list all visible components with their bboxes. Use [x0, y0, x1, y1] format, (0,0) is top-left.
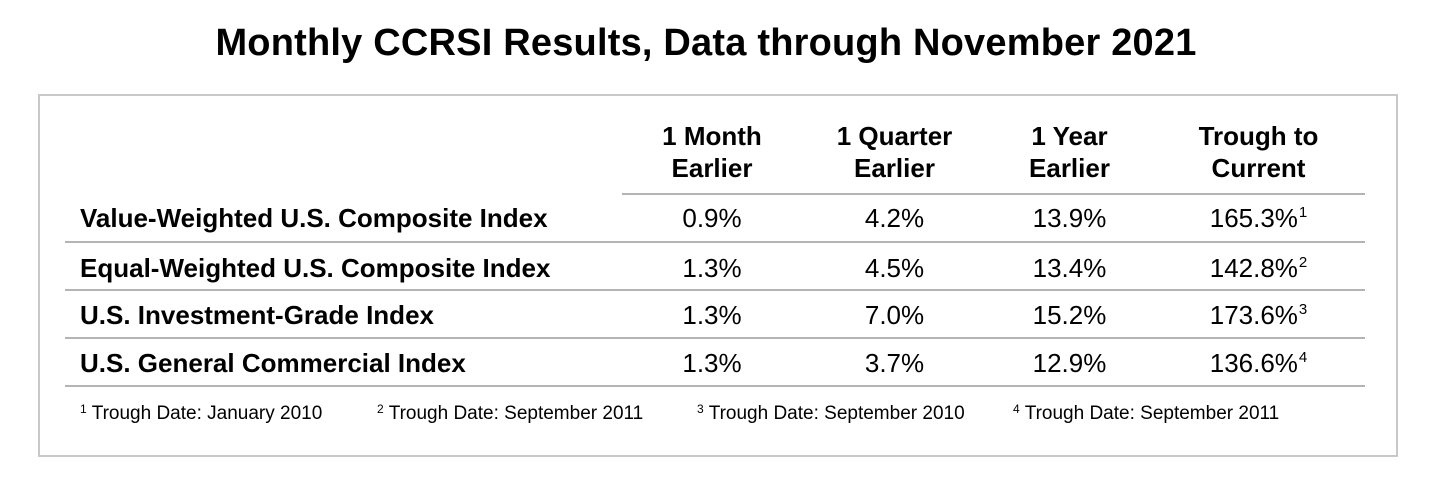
- cell-1-month: 1.3%: [682, 300, 742, 330]
- footnote-number: 2: [377, 402, 384, 416]
- column-header-line2: Earlier: [854, 153, 935, 183]
- footnote-ref: 2: [1298, 254, 1308, 271]
- table-bottom-rule: [65, 385, 1365, 387]
- table-frame: [38, 94, 1398, 457]
- footnote: 3 Trough Date: September 2010: [697, 402, 965, 425]
- header-rule: [622, 193, 1365, 195]
- cell-trough-to-current: 165.3%1: [1152, 203, 1365, 234]
- table-title: Monthly CCRSI Results, Data through Nove…: [215, 22, 1197, 64]
- column-header-line1: 1 Quarter: [836, 121, 953, 151]
- trough-value: 136.6%: [1209, 348, 1298, 378]
- column-header-1-year: 1 Year Earlier: [987, 120, 1152, 186]
- trough-value: 173.6%: [1209, 300, 1298, 330]
- cell-1-year: 12.9%: [1032, 348, 1107, 378]
- column-header-line2: Earlier: [1029, 153, 1110, 183]
- row-divider: [65, 337, 1365, 339]
- column-header-line1: 1 Year: [1031, 121, 1108, 151]
- footnote-ref: 4: [1298, 349, 1308, 366]
- trough-value: 165.3%: [1209, 203, 1298, 233]
- row-label: Value-Weighted U.S. Composite Index: [80, 203, 548, 233]
- cell-1-year: 15.2%: [1032, 300, 1107, 330]
- cell-1-year: 13.9%: [1032, 203, 1107, 233]
- row-label: U.S. General Commercial Index: [80, 348, 466, 378]
- footnote-ref: 3: [1298, 301, 1308, 318]
- footnote-number: 1: [80, 402, 87, 416]
- column-header-line2: Current: [1211, 153, 1306, 183]
- cell-trough-to-current: 173.6%3: [1152, 300, 1365, 331]
- footnote-text: Trough Date: September 2011: [1024, 403, 1280, 424]
- column-header-trough-to-current: Trough to Current: [1152, 120, 1365, 186]
- cell-1-quarter: 3.7%: [864, 348, 925, 378]
- column-header-line1: 1 Month: [662, 121, 762, 151]
- cell-1-year: 13.4%: [1032, 253, 1107, 283]
- cell-1-quarter: 4.5%: [864, 253, 925, 283]
- column-header-1-quarter: 1 Quarter Earlier: [802, 120, 987, 186]
- footnote-number: 4: [1013, 402, 1020, 416]
- cell-1-month: 0.9%: [682, 203, 742, 233]
- row-label: U.S. Investment-Grade Index: [80, 300, 434, 330]
- column-header-line2: Earlier: [671, 153, 753, 183]
- footnote-ref: 1: [1298, 204, 1308, 221]
- footnote: 1 Trough Date: January 2010: [80, 402, 322, 425]
- cell-1-quarter: 4.2%: [864, 203, 925, 233]
- footnote-text: Trough Date: September 2010: [708, 403, 965, 424]
- trough-value: 142.8%: [1209, 253, 1298, 283]
- row-label: Equal-Weighted U.S. Composite Index: [80, 253, 551, 283]
- row-divider: [65, 241, 1365, 243]
- footnote: 4 Trough Date: September 2011: [1013, 402, 1279, 425]
- column-header-1-month: 1 Month Earlier: [622, 120, 802, 186]
- cell-trough-to-current: 142.8%2: [1152, 253, 1365, 284]
- row-divider: [65, 289, 1365, 291]
- footnote-text: Trough Date: January 2010: [91, 403, 323, 424]
- cell-trough-to-current: 136.6%4: [1152, 348, 1365, 379]
- cell-1-month: 1.3%: [682, 348, 742, 378]
- cell-1-month: 1.3%: [682, 253, 742, 283]
- footnote: 2 Trough Date: September 2011: [377, 402, 643, 425]
- footnote-text: Trough Date: September 2011: [388, 403, 644, 424]
- footnote-number: 3: [697, 402, 704, 416]
- column-header-line1: Trough to: [1198, 121, 1319, 151]
- cell-1-quarter: 7.0%: [864, 300, 925, 330]
